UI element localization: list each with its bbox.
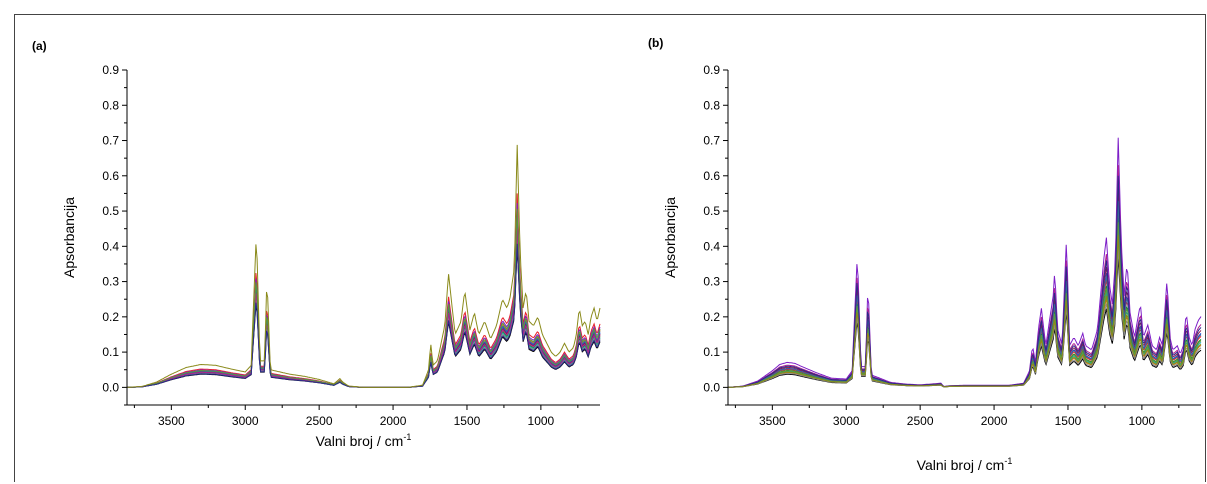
spectrum-line bbox=[727, 234, 1202, 388]
y-tick-label: 0.5 bbox=[102, 204, 119, 218]
y-tick-label: 0.4 bbox=[102, 239, 119, 253]
x-tick-label: 2000 bbox=[380, 414, 407, 428]
y-tick-label: 0.6 bbox=[102, 169, 119, 183]
spectrum-line bbox=[126, 193, 601, 388]
y-tick-label: 0.8 bbox=[703, 98, 720, 112]
x-tick-label: 2000 bbox=[981, 414, 1008, 428]
spectrum-line bbox=[727, 218, 1202, 388]
spectrum-line bbox=[126, 220, 601, 388]
series-group bbox=[727, 137, 1202, 388]
spectrum-line bbox=[727, 137, 1202, 388]
spectrum-line bbox=[126, 203, 601, 388]
y-axis-label: Apsorbancija bbox=[61, 197, 77, 278]
series-group bbox=[126, 144, 601, 388]
x-axis-label: Valni broj / cm-1 bbox=[316, 432, 412, 449]
spectrum-line bbox=[727, 186, 1202, 388]
y-tick-label: 0.9 bbox=[102, 63, 119, 77]
y-tick-label: 0.7 bbox=[102, 134, 119, 148]
spectrum-line bbox=[126, 144, 601, 388]
x-tick-label: 3500 bbox=[158, 414, 185, 428]
x-axis-label-text: Valni broj / cm bbox=[316, 433, 404, 449]
x-tick-label: 3500 bbox=[759, 414, 786, 428]
spectrum-line bbox=[126, 228, 601, 388]
x-tick-label: 1000 bbox=[1129, 414, 1156, 428]
spectrum-line bbox=[126, 243, 601, 388]
spectrum-line bbox=[126, 208, 601, 388]
y-tick-label: 0.4 bbox=[703, 239, 720, 253]
spectrum-line bbox=[727, 165, 1202, 388]
x-tick-label: 3000 bbox=[232, 414, 259, 428]
x-tick-label: 3000 bbox=[833, 414, 860, 428]
y-tick-label: 0.2 bbox=[102, 310, 119, 324]
spectrum-line bbox=[126, 212, 601, 388]
y-tick-label: 0.7 bbox=[703, 134, 720, 148]
spectrum-line bbox=[126, 216, 601, 388]
spectrum-line bbox=[727, 196, 1202, 388]
x-axis-label-text: Valni broj / cm bbox=[917, 457, 1005, 473]
spectrum-line bbox=[727, 207, 1202, 388]
panel-b: (b) 0.0 0.1 0.2 0.3 0.4 0.5 0.6 0.7 0.8 0.9 3500 300… bbox=[648, 36, 1202, 473]
y-tick-label: 0.2 bbox=[703, 310, 720, 324]
x-tick-label: 2500 bbox=[907, 414, 934, 428]
panel-label: (b) bbox=[648, 36, 663, 50]
x-tick-label: 1500 bbox=[1055, 414, 1082, 428]
y-tick-label: 0.0 bbox=[102, 380, 119, 394]
x-axis-label: Valni broj / cm-1 bbox=[917, 456, 1013, 473]
y-tick-label: 0.0 bbox=[703, 380, 720, 394]
y-tick-label: 0.1 bbox=[102, 345, 119, 359]
panel-label: (a) bbox=[32, 39, 47, 53]
x-axis-label-superscript: -1 bbox=[403, 432, 411, 442]
x-axis-label-superscript: -1 bbox=[1004, 456, 1012, 466]
x-tick-label: 1500 bbox=[454, 414, 481, 428]
x-tick-label: 2500 bbox=[306, 414, 333, 428]
x-tick-label: 1000 bbox=[528, 414, 555, 428]
y-tick-label: 0.1 bbox=[703, 345, 720, 359]
panel-a: (a) 0.0 0.1 0.2 0.3 0.4 0.5 0.6 0.7 0.8 0.9 3500 300… bbox=[32, 39, 601, 449]
spectrum-line bbox=[126, 232, 601, 388]
y-tick-label: 0.6 bbox=[703, 169, 720, 183]
y-axis-label: Apsorbancija bbox=[662, 197, 678, 278]
spectrum-line bbox=[727, 201, 1202, 388]
y-tick-label: 0.9 bbox=[703, 63, 720, 77]
y-tick-label: 0.8 bbox=[102, 98, 119, 112]
y-tick-label: 0.3 bbox=[102, 275, 119, 289]
spectrum-line bbox=[126, 224, 601, 388]
figure-frame bbox=[14, 14, 1206, 482]
y-tick-label: 0.5 bbox=[703, 204, 720, 218]
y-tick-label: 0.3 bbox=[703, 275, 720, 289]
spectrum-line bbox=[727, 175, 1202, 388]
